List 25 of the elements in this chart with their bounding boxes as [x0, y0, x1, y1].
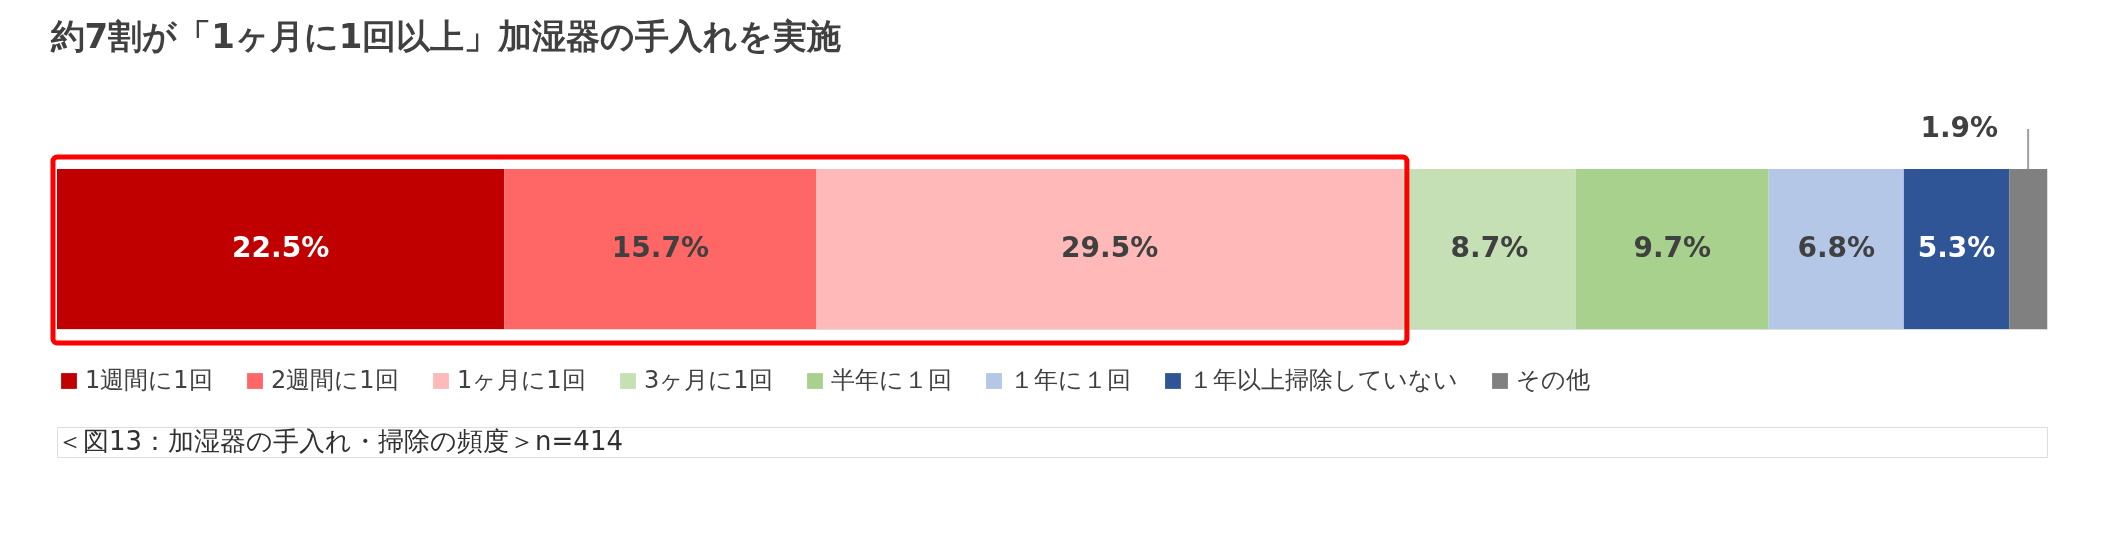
data-label: 9.7%: [1633, 231, 1712, 264]
bar: [504, 169, 817, 329]
data-label: 5.3%: [1917, 231, 1996, 264]
bar: [57, 169, 505, 329]
legend-label: 2週間に1回: [271, 366, 399, 394]
data-label: 1.9%: [1920, 111, 1999, 144]
bar: [2009, 169, 2047, 329]
data-label: 22.5%: [232, 231, 330, 264]
bar: [1903, 169, 2010, 329]
text: ＜図13：加湿器の手入れ・掃除の頻度＞n=414: [57, 426, 623, 456]
bar: [1575, 169, 1769, 329]
legend-label: 1週間に1回: [85, 366, 213, 394]
data-label: 6.8%: [1797, 231, 1876, 264]
legend-label: １年以上掃除していない: [1189, 366, 1458, 394]
data-label: 8.7%: [1450, 231, 1529, 264]
bar: [1768, 169, 1904, 329]
bar: [1402, 169, 1576, 329]
legend-label: １年に１回: [1010, 366, 1131, 394]
data-label: 29.5%: [1061, 231, 1159, 264]
legend-label: 半年に１回: [831, 366, 952, 394]
chart-title: 約7割が「1ヶ月に1回以上」加湿器の手入れを実施: [49, 16, 842, 56]
data-label: 15.7%: [611, 231, 709, 264]
legend-label: その他: [1516, 366, 1590, 394]
legend-label: 1ヶ月に1回: [457, 366, 586, 394]
legend-label: 3ヶ月に1回: [644, 366, 773, 394]
